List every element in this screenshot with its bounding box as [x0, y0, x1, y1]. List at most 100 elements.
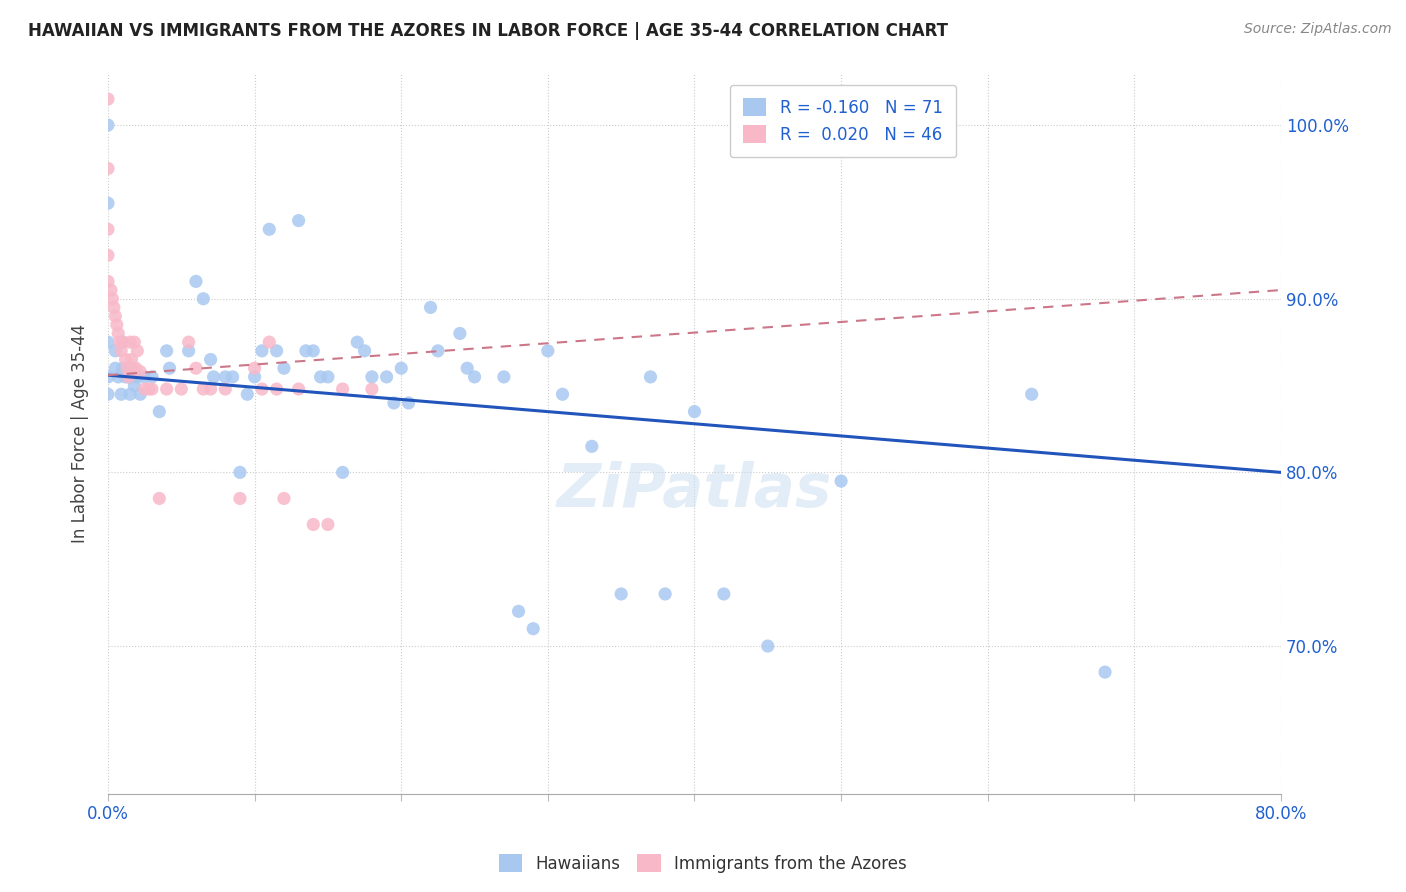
Point [117, 370, 139, 384]
Point [610, 587, 633, 601]
Point [830, 474, 852, 488]
Point [127, 343, 149, 358]
Point [229, 491, 252, 506]
Point [214, 370, 236, 384]
Point [134, 370, 156, 384]
Point [97, 335, 120, 350]
Point [184, 361, 207, 376]
Point [250, 382, 273, 396]
Point [110, 343, 132, 358]
Point [346, 335, 368, 350]
Point [129, 387, 152, 401]
Point [107, 326, 129, 341]
Point [156, 343, 179, 358]
Point [97, 370, 120, 384]
Point [97, 222, 120, 236]
Point [103, 301, 125, 315]
Point [97, 248, 120, 262]
Point [449, 326, 471, 341]
Point [141, 382, 163, 396]
Point [259, 222, 281, 236]
Point [129, 365, 152, 379]
Point [537, 343, 560, 358]
Legend: Hawaiians, Immigrants from the Azores: Hawaiians, Immigrants from the Azores [492, 847, 914, 880]
Legend: R = -0.160   N = 71, R =  0.020   N = 46: R = -0.160 N = 71, R = 0.020 N = 46 [730, 85, 956, 157]
Point [125, 361, 148, 376]
Point [375, 370, 398, 384]
Point [159, 361, 181, 376]
Point [177, 335, 200, 350]
Point [156, 382, 179, 396]
Point [200, 382, 222, 396]
Text: HAWAIIAN VS IMMIGRANTS FROM THE AZORES IN LABOR FORCE | AGE 35-44 CORRELATION CH: HAWAIIAN VS IMMIGRANTS FROM THE AZORES I… [28, 22, 948, 40]
Point [398, 396, 420, 410]
Point [148, 404, 170, 418]
Point [193, 292, 215, 306]
Point [361, 382, 384, 396]
Point [177, 343, 200, 358]
Point [110, 387, 132, 401]
Point [266, 382, 288, 396]
Point [118, 387, 141, 401]
Point [104, 361, 127, 376]
Point [138, 382, 160, 396]
Point [683, 404, 706, 418]
Point [97, 118, 120, 132]
Point [118, 335, 141, 350]
Point [508, 604, 530, 618]
Point [640, 370, 662, 384]
Point [97, 92, 120, 106]
Point [332, 466, 354, 480]
Point [522, 622, 544, 636]
Point [316, 370, 339, 384]
Point [97, 274, 120, 288]
Point [200, 352, 222, 367]
Point [214, 382, 236, 396]
Point [713, 587, 735, 601]
Point [100, 283, 122, 297]
Point [273, 491, 295, 506]
Point [654, 587, 676, 601]
Point [124, 335, 146, 350]
Point [309, 370, 332, 384]
Point [122, 370, 145, 384]
Point [273, 361, 295, 376]
Point [243, 370, 266, 384]
Point [250, 343, 273, 358]
Point [114, 352, 136, 367]
Point [111, 361, 134, 376]
Text: ZiPatlas: ZiPatlas [557, 461, 832, 521]
Point [302, 517, 325, 532]
Point [581, 439, 603, 453]
Point [124, 378, 146, 392]
Point [316, 517, 339, 532]
Point [551, 387, 574, 401]
Point [111, 335, 134, 350]
Point [193, 382, 215, 396]
Point [361, 370, 384, 384]
Point [111, 335, 134, 350]
Point [266, 343, 288, 358]
Point [302, 343, 325, 358]
Point [105, 318, 128, 332]
Point [104, 309, 127, 323]
Text: Source: ZipAtlas.com: Source: ZipAtlas.com [1244, 22, 1392, 37]
Point [1094, 665, 1116, 679]
Point [492, 370, 515, 384]
Point [170, 382, 193, 396]
Point [97, 196, 120, 211]
Point [236, 387, 259, 401]
Point [332, 382, 354, 396]
Point [120, 352, 142, 367]
Point [221, 370, 243, 384]
Point [295, 343, 318, 358]
Point [107, 370, 129, 384]
Point [419, 301, 441, 315]
Point [756, 639, 779, 653]
Point [426, 343, 449, 358]
Point [148, 491, 170, 506]
Point [389, 361, 412, 376]
Point [97, 387, 120, 401]
Point [115, 361, 138, 376]
Point [141, 370, 163, 384]
